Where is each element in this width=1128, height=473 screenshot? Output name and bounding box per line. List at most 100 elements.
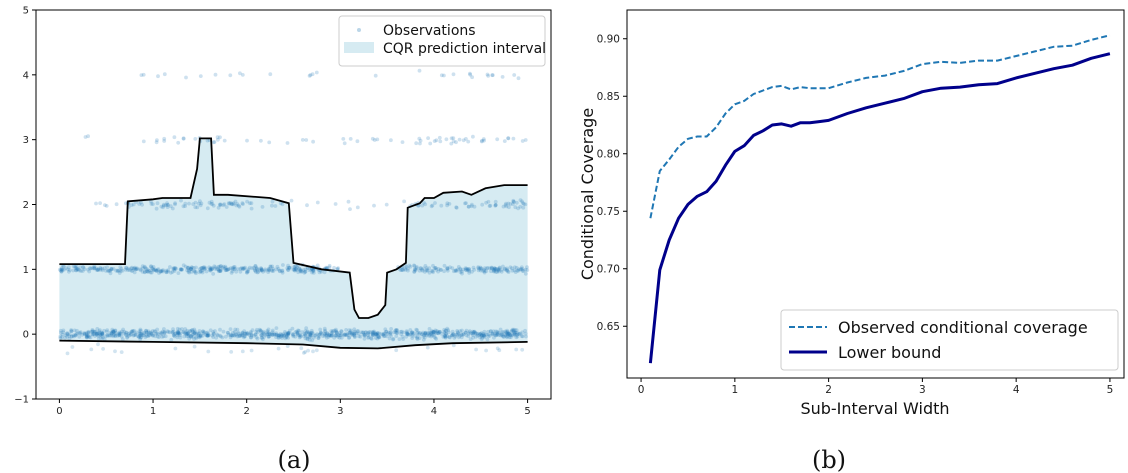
observation-point — [222, 202, 227, 207]
observation-point — [172, 267, 177, 272]
observation-point — [58, 336, 63, 341]
observation-point — [65, 351, 70, 356]
observation-point — [88, 266, 93, 271]
observation-point — [375, 331, 380, 335]
observation-point — [460, 333, 465, 337]
observation-point — [240, 333, 245, 338]
observation-point — [505, 333, 510, 338]
observation-point — [415, 331, 420, 336]
observation-point — [60, 335, 64, 339]
observation-point — [163, 334, 168, 339]
observation-point — [277, 333, 281, 338]
observation-point — [317, 270, 322, 275]
observation-point — [495, 137, 500, 142]
observation-point — [499, 269, 504, 274]
observation-point — [395, 331, 400, 335]
observation-point — [481, 333, 486, 338]
observation-point — [286, 332, 290, 337]
observation-point — [329, 334, 334, 338]
observation-point — [423, 330, 428, 335]
observation-point — [141, 72, 146, 77]
observation-point — [374, 332, 378, 337]
observation-point — [487, 204, 492, 208]
observation-point — [255, 270, 260, 275]
observation-point — [400, 334, 405, 339]
observation-point — [375, 137, 380, 142]
observation-point — [450, 333, 454, 338]
observation-point — [455, 329, 460, 333]
observation-point — [374, 331, 379, 336]
observation-point — [132, 266, 137, 271]
observation-point — [508, 333, 513, 337]
observation-point — [268, 332, 273, 337]
observation-point — [266, 270, 271, 274]
observation-point — [153, 334, 158, 339]
observation-point — [229, 271, 234, 275]
observation-point — [304, 138, 309, 142]
observation-point — [138, 268, 143, 273]
observation-point — [154, 140, 159, 145]
observation-point — [166, 330, 171, 334]
observation-point — [514, 333, 519, 337]
observation-point — [384, 329, 388, 334]
observation-point — [350, 333, 355, 337]
observation-point — [315, 332, 319, 336]
observation-point — [511, 329, 516, 334]
observation-point — [484, 348, 488, 353]
observation-point — [126, 268, 130, 272]
observation-point — [118, 265, 123, 269]
observation-point — [88, 266, 92, 271]
observation-point — [184, 330, 189, 335]
observation-point — [454, 205, 459, 210]
observation-point — [117, 268, 122, 273]
observation-point — [230, 333, 235, 338]
observation-point — [466, 204, 471, 209]
observation-point — [195, 205, 200, 210]
observation-point — [184, 334, 189, 339]
observation-point — [236, 331, 241, 336]
observation-point — [262, 335, 267, 339]
observation-point — [507, 335, 512, 340]
observation-point — [186, 270, 191, 274]
observation-point — [431, 263, 435, 268]
observation-point — [492, 335, 496, 340]
observation-point — [463, 267, 468, 272]
observation-point — [105, 333, 110, 337]
observation-point — [84, 333, 89, 338]
observation-point — [266, 267, 271, 271]
observation-point — [502, 334, 506, 339]
observation-point — [149, 330, 154, 335]
observation-point — [373, 73, 378, 78]
observation-point — [179, 267, 184, 272]
observation-point — [445, 266, 450, 270]
observation-point — [234, 333, 239, 337]
observation-point — [322, 332, 327, 336]
observation-point — [372, 330, 377, 335]
observation-point — [230, 269, 235, 274]
observation-point — [146, 270, 151, 274]
observation-point — [369, 337, 374, 341]
observation-point — [498, 333, 503, 338]
observation-point — [136, 334, 140, 339]
observation-point — [187, 336, 192, 341]
observation-point — [218, 267, 223, 272]
observation-point — [413, 334, 418, 338]
observation-point — [59, 269, 64, 274]
observation-point — [518, 204, 523, 209]
observation-point — [491, 332, 495, 336]
observation-point — [189, 335, 193, 339]
observation-point — [108, 330, 113, 335]
observation-point — [263, 333, 268, 337]
observation-point — [270, 333, 275, 337]
observation-point — [464, 268, 469, 273]
observation-point — [217, 203, 222, 207]
observation-point — [181, 136, 186, 141]
observation-point — [303, 267, 308, 272]
observation-point — [296, 328, 300, 333]
observation-point — [506, 331, 511, 336]
observation-point — [212, 264, 217, 269]
observation-point — [178, 267, 183, 272]
observation-point — [154, 206, 159, 211]
observation-point — [240, 349, 245, 354]
observation-point — [464, 328, 469, 333]
